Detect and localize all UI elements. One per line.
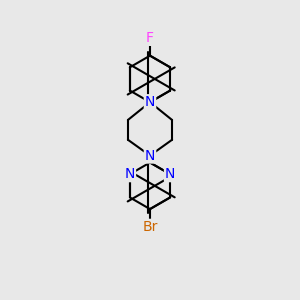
Text: N: N — [145, 148, 155, 163]
Text: Br: Br — [142, 220, 158, 234]
Text: N: N — [125, 167, 135, 181]
Text: N: N — [145, 95, 155, 109]
Text: F: F — [146, 31, 154, 45]
Text: N: N — [165, 167, 175, 181]
